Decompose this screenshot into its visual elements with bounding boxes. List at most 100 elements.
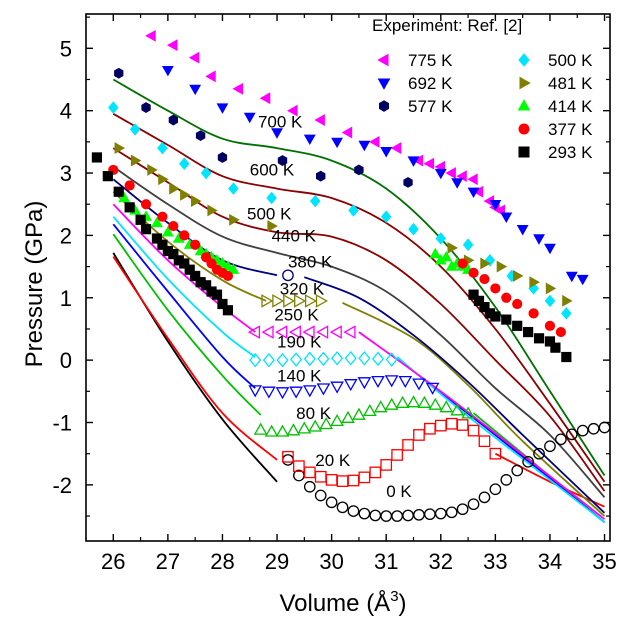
marker-320k bbox=[304, 294, 318, 308]
marker-190k bbox=[317, 351, 330, 367]
exp-500k-point bbox=[309, 194, 321, 208]
exp-775k-point bbox=[423, 157, 435, 170]
marker-80k bbox=[395, 395, 410, 408]
marker-20k bbox=[434, 419, 447, 432]
marker-80k bbox=[439, 400, 454, 413]
marker-20k bbox=[325, 474, 338, 486]
marker-140k bbox=[316, 383, 331, 396]
marker-0k bbox=[413, 508, 425, 521]
exp-692k-point bbox=[434, 168, 447, 180]
exp-414k-point bbox=[216, 257, 229, 268]
theory-curves bbox=[112, 78, 606, 524]
x-tick-label: 30 bbox=[319, 549, 343, 574]
marker-140k bbox=[261, 386, 276, 399]
marker-190k bbox=[371, 351, 385, 367]
exp-414k-point bbox=[227, 263, 240, 274]
exp-293k-point bbox=[544, 336, 556, 347]
exp-692k-point bbox=[407, 156, 420, 167]
exp-481k-point bbox=[513, 270, 524, 282]
marker-250k bbox=[343, 325, 356, 339]
exp-577k-point bbox=[217, 152, 228, 163]
legend-label-775k: 775 K bbox=[408, 51, 453, 70]
marker-80k bbox=[286, 423, 301, 436]
curve-label-320k: 320 K bbox=[280, 279, 325, 298]
legend-label-414k: 414 K bbox=[548, 97, 593, 116]
marker-80k bbox=[319, 417, 334, 430]
exp-775k-point bbox=[145, 29, 156, 42]
exp-577k-point bbox=[114, 67, 124, 79]
curve-20k-left bbox=[112, 256, 278, 461]
exp-500k-point bbox=[561, 307, 572, 320]
exp-500k-point bbox=[435, 232, 447, 245]
exp-293k-point bbox=[102, 171, 113, 182]
marker-190k bbox=[331, 350, 344, 366]
exp-293k-point bbox=[151, 233, 163, 244]
legend-marker-414k bbox=[517, 99, 531, 111]
exp-775k-point bbox=[341, 126, 353, 139]
marker-80k bbox=[373, 400, 388, 413]
x-tick-label: 29 bbox=[265, 549, 289, 574]
exp-692k-point bbox=[380, 147, 393, 158]
exp-481k-point bbox=[562, 294, 573, 307]
exp-481k-point bbox=[229, 213, 240, 226]
x-tick-label: 31 bbox=[374, 549, 398, 574]
y-tick-label: 5 bbox=[60, 36, 72, 61]
exp-293k-point bbox=[157, 239, 168, 250]
marker-0k bbox=[434, 507, 447, 520]
legend-title: Experiment: Ref. [2] bbox=[372, 16, 522, 35]
curve-label-250k: 250 K bbox=[274, 306, 319, 325]
exp-377k-point bbox=[468, 267, 479, 278]
exp-500k-point bbox=[129, 123, 141, 136]
exp-377k-point bbox=[157, 211, 168, 222]
exp-293k-point bbox=[561, 351, 572, 363]
marker-20k bbox=[380, 459, 393, 471]
marker-20k bbox=[445, 417, 458, 430]
legend-marker-775k bbox=[377, 53, 389, 67]
exp-692k-point bbox=[489, 200, 502, 211]
x-axis-label-main: Volume (Å bbox=[279, 589, 390, 617]
y-tick-label: -1 bbox=[52, 411, 72, 436]
exp-377k-point bbox=[168, 220, 179, 232]
marker-20k bbox=[314, 470, 327, 483]
exp-577k-point bbox=[277, 155, 288, 166]
marker-250k bbox=[261, 325, 274, 339]
marker-0k bbox=[478, 491, 491, 504]
legend-marker-577k bbox=[379, 100, 389, 112]
marker-320k bbox=[261, 294, 274, 308]
marker-250k bbox=[316, 325, 329, 339]
marker-0k bbox=[424, 508, 436, 521]
marker-140k bbox=[357, 377, 372, 390]
exp-481k-point bbox=[267, 220, 278, 232]
exp-293k-point bbox=[523, 326, 534, 338]
legend-label-577k: 577 K bbox=[408, 97, 453, 116]
exp-293k-point bbox=[200, 280, 212, 291]
curve-140k-left bbox=[112, 223, 256, 389]
curve-label-600k: 600 K bbox=[250, 160, 295, 179]
marker-0k bbox=[303, 480, 316, 493]
exp-414k-point bbox=[118, 191, 131, 203]
curve-label-80k: 80 K bbox=[296, 404, 332, 423]
data-markers bbox=[91, 29, 611, 522]
exp-293k-point bbox=[512, 320, 523, 331]
exp-414k-point bbox=[151, 216, 163, 228]
exp-500k-point bbox=[200, 166, 212, 180]
legend-marker-481k bbox=[519, 76, 531, 90]
marker-20k bbox=[424, 422, 436, 435]
exp-692k-point bbox=[467, 187, 480, 199]
marker-20k bbox=[402, 439, 414, 451]
exp-692k-point bbox=[216, 103, 229, 114]
y-tick-label: 2 bbox=[60, 223, 72, 248]
curve-190k-left bbox=[112, 216, 256, 358]
exp-481k-point bbox=[130, 154, 142, 167]
exp-577k-point bbox=[168, 114, 178, 126]
exp-481k-point bbox=[158, 173, 169, 186]
exp-377k-point bbox=[479, 273, 490, 285]
curve-label-500k: 500 K bbox=[247, 205, 292, 224]
legend-label-481k: 481 K bbox=[548, 74, 593, 93]
exp-500k-point bbox=[228, 182, 239, 195]
exp-692k-point bbox=[331, 137, 343, 149]
exp-481k-point bbox=[545, 282, 557, 295]
marker-140k bbox=[398, 375, 413, 389]
curve-label-190k: 190 K bbox=[277, 332, 322, 351]
